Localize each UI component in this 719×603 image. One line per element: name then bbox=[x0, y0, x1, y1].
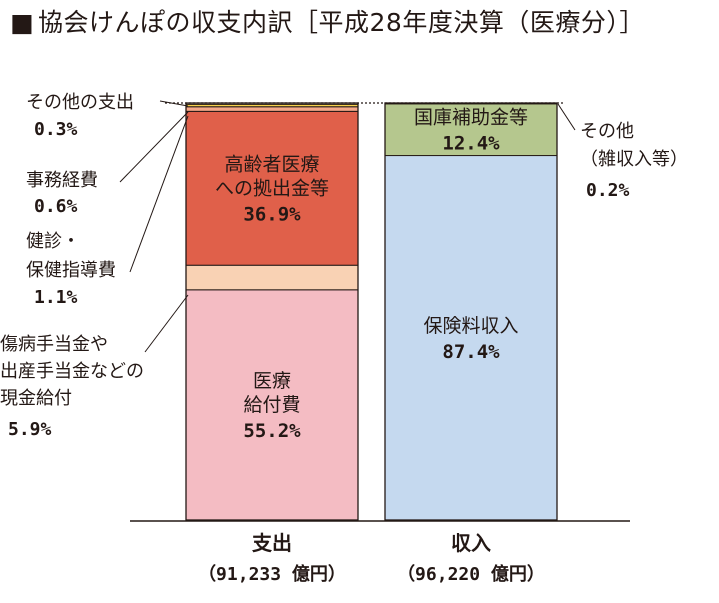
segment-label: 高齢者医療 bbox=[224, 153, 319, 175]
segment-label: その他 bbox=[580, 121, 634, 142]
leader-line bbox=[557, 103, 576, 131]
segment-label: 現金給付 bbox=[0, 388, 72, 409]
segment-value-label: 87.4% bbox=[442, 341, 500, 363]
segment-value-label: 12.4% bbox=[442, 133, 500, 155]
segment-label: 健診・ bbox=[26, 231, 80, 252]
bar-outline bbox=[185, 102, 359, 521]
segment-label: その他の支出 bbox=[26, 92, 134, 113]
segment-label: 事務経費 bbox=[26, 170, 98, 191]
leader-lines bbox=[119, 100, 576, 353]
segment-label: 保険料収入 bbox=[423, 315, 518, 337]
segment-label: への拠出金等 bbox=[215, 177, 329, 199]
segment-value-label: 0.3% bbox=[34, 119, 78, 140]
plot-area bbox=[185, 102, 558, 521]
segment-label: 医療 bbox=[253, 370, 291, 392]
segment-label: 給付費 bbox=[243, 394, 300, 416]
x-axis: 支出 （91,233 億円） 収入 （96,220 億円） bbox=[130, 102, 630, 585]
x-tick-sublabel: （96,220 億円） bbox=[397, 563, 545, 585]
segment-label: （雑収入等） bbox=[580, 149, 688, 170]
segment-value-label: 36.9% bbox=[243, 203, 301, 225]
segment-label: 保健指導費 bbox=[26, 260, 116, 281]
title-marker-icon: ■ bbox=[10, 8, 34, 37]
x-tick-sublabel: （91,233 億円） bbox=[198, 563, 346, 585]
segment-value-label: 1.1% bbox=[34, 287, 78, 308]
bar-segment-保険料収入 bbox=[384, 155, 558, 521]
x-tick-label: 支出 bbox=[252, 531, 292, 555]
leader-line bbox=[119, 111, 189, 183]
segment-value-label: 5.9% bbox=[8, 419, 52, 440]
leader-line bbox=[129, 115, 189, 273]
bar-segment-国庫補助金等 bbox=[384, 103, 558, 157]
chart-title: 協会けんぽの収支内訳［平成28年度決算（医療分）］ bbox=[38, 8, 645, 37]
bar-segment-傷病手当金や出産手当金などの現金給付 bbox=[185, 264, 359, 291]
segment-label: 傷病手当金や bbox=[0, 334, 108, 355]
bar-segment-医療給付費 bbox=[185, 289, 359, 521]
segment-label: 出産手当金などの bbox=[0, 361, 144, 382]
segment-value-label: 0.6% bbox=[34, 196, 78, 217]
segment-label: 国庫補助金等 bbox=[414, 107, 528, 129]
bar-segment-健診・保健指導費 bbox=[185, 106, 359, 112]
segment-value-label: 55.2% bbox=[243, 420, 301, 442]
leader-line bbox=[144, 294, 189, 353]
x-tick-label: 収入 bbox=[451, 531, 491, 555]
segment-value-label: 0.2% bbox=[586, 180, 630, 201]
